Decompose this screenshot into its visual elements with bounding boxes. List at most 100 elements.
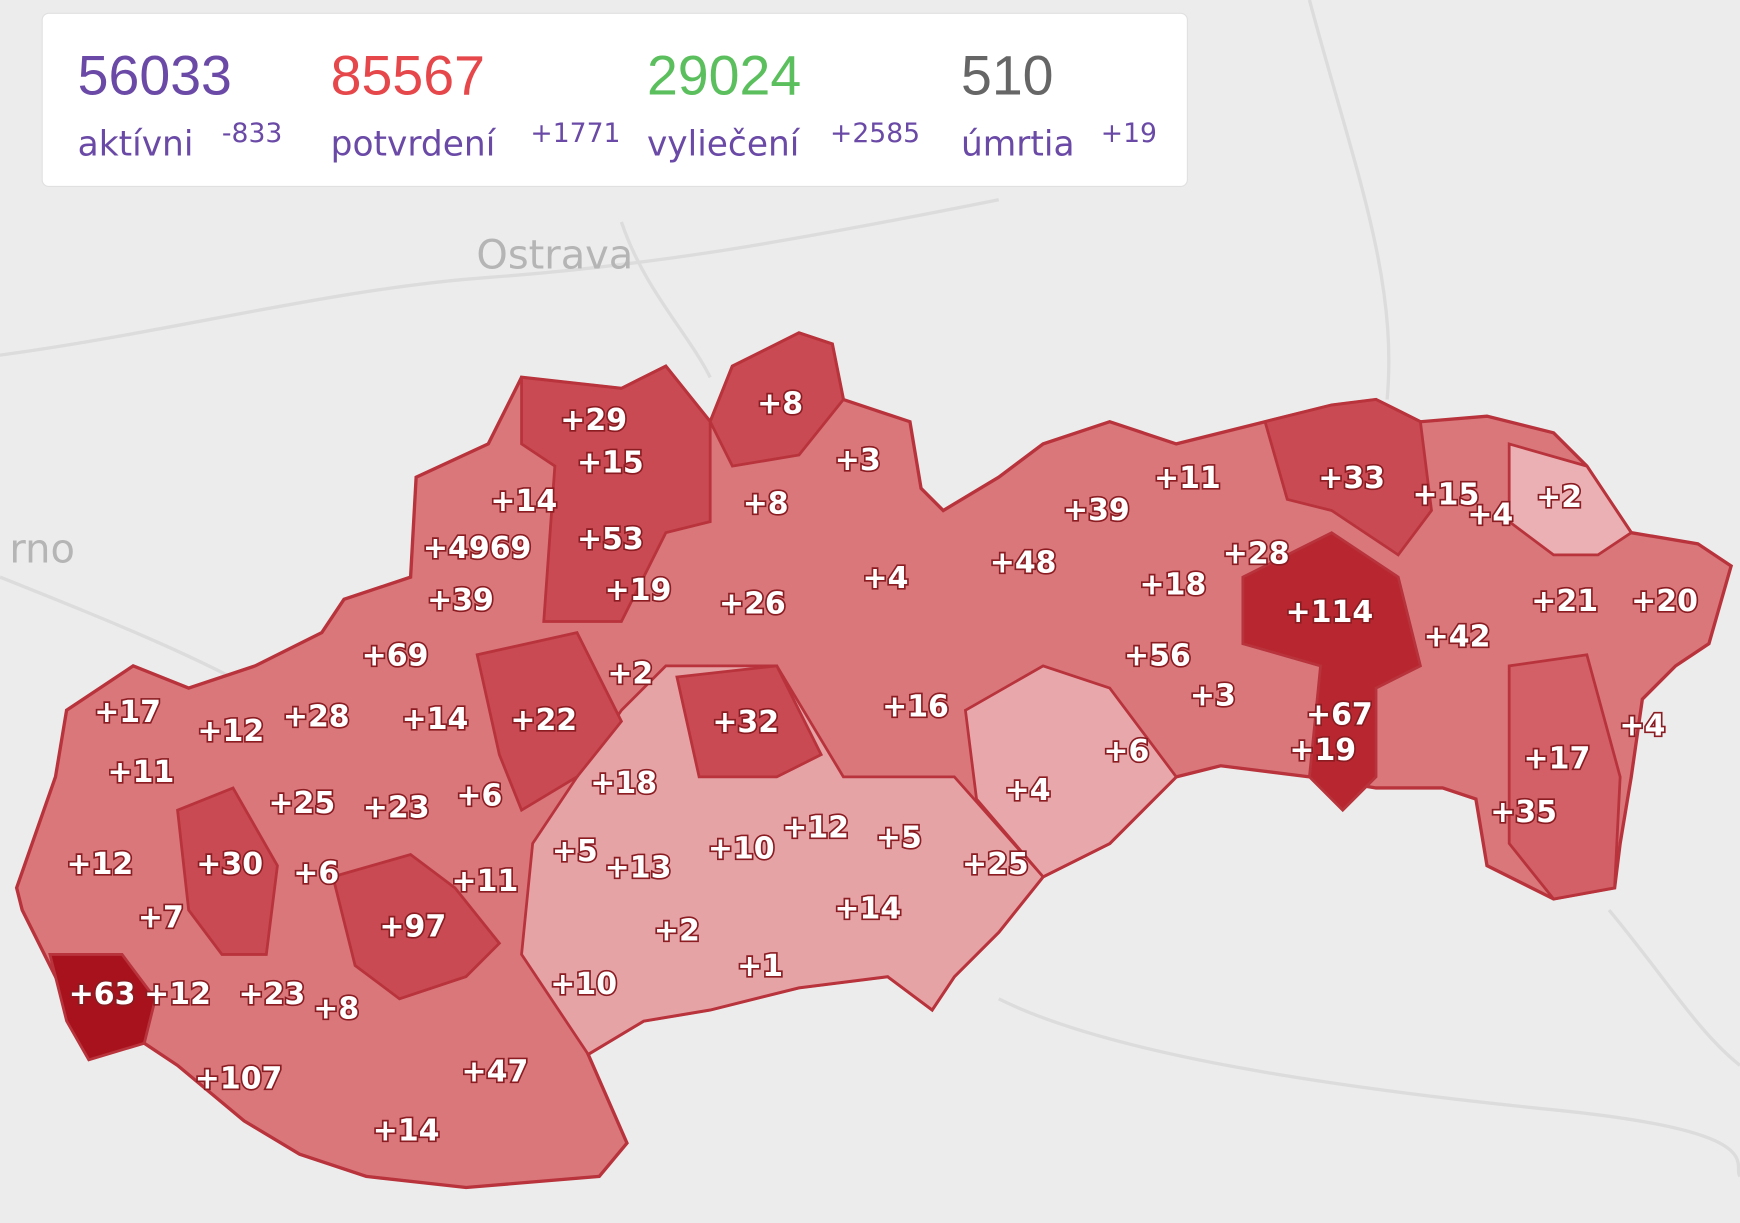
district-label: +12	[66, 847, 133, 882]
district-shape	[1507, 653, 1622, 901]
district-shape	[475, 630, 624, 813]
background-roads	[0, 0, 1740, 1178]
district-shape	[520, 364, 712, 623]
stat-value: 85567	[331, 44, 485, 106]
stat-change: +19	[1101, 118, 1157, 149]
district-label: +8	[757, 387, 803, 422]
district-shape	[675, 664, 824, 779]
district-patches	[48, 331, 1634, 1062]
stat-label: úmrtia	[961, 124, 1075, 164]
district-label: +28	[1223, 536, 1290, 571]
district-label: +6	[456, 778, 502, 813]
district-label: +26	[719, 586, 786, 621]
panel-background	[41, 12, 1188, 188]
district-label: +97	[379, 909, 446, 944]
district-label: +22	[510, 703, 577, 738]
district-label: +53	[577, 522, 644, 557]
stat-value: 56033	[78, 44, 232, 106]
district-shape	[963, 664, 1179, 879]
district-label: +28	[283, 700, 350, 735]
district-label: +2	[654, 914, 700, 949]
district-label: +11	[452, 864, 519, 899]
district-label: +4	[1619, 708, 1665, 743]
district-label: +6	[1103, 734, 1149, 769]
district-label: +8	[743, 486, 789, 521]
district-label: +6	[293, 856, 339, 891]
stat-change: +2585	[830, 118, 920, 149]
district-label: +19	[1289, 733, 1356, 768]
stat-value: 29024	[647, 44, 801, 106]
stat-change: +1771	[530, 118, 620, 149]
district-shape	[176, 786, 279, 956]
district-shape	[48, 953, 157, 1062]
district-label: +15	[1413, 478, 1480, 513]
district-label: +4	[1467, 498, 1513, 533]
stat-label: vyliečení	[647, 124, 801, 164]
district-label: +69	[362, 639, 429, 674]
district-label: +30	[196, 847, 263, 882]
district-label: +2	[607, 656, 653, 691]
district-shape	[1507, 442, 1634, 557]
district-label: +11	[108, 755, 175, 790]
district-label: +107	[195, 1061, 283, 1096]
district-label: +12	[782, 811, 849, 846]
district-label: +5	[552, 834, 598, 869]
district-label: +23	[363, 791, 430, 826]
district-label: +56	[1124, 639, 1191, 674]
district-label: +12	[144, 977, 211, 1012]
stat-change: -833	[222, 118, 282, 149]
district-label: +32	[712, 705, 779, 740]
district-label: +15	[577, 445, 644, 480]
district-label: +3	[1190, 678, 1236, 713]
district-label: +14	[373, 1113, 440, 1148]
district-label: +18	[1140, 567, 1207, 602]
district-label: +14	[490, 484, 557, 519]
stats-panel: 56033 aktívni -833 85567 potvrdení +1771…	[41, 12, 1188, 188]
district-labels: +29 +8+15 +3+14 +8+53+4969+19 +26+4+39+48+39…	[65, 385, 1700, 1150]
place-label: Ostrava	[476, 232, 633, 278]
district-label: +39	[427, 583, 494, 618]
district-label: +4969	[423, 531, 531, 566]
district-label: +33	[1318, 461, 1385, 496]
district-shape	[1241, 531, 1423, 813]
district-label: +20	[1631, 584, 1698, 619]
district-label: +25	[962, 847, 1029, 882]
district-label: +4	[1005, 773, 1051, 808]
district-label: +63	[69, 977, 136, 1012]
district-shape	[331, 853, 502, 1001]
district-label: +18	[590, 766, 657, 801]
district-label: +13	[605, 850, 672, 885]
district-label: +17	[94, 695, 161, 730]
district-label: +1	[737, 949, 783, 984]
district-label: +16	[882, 690, 949, 725]
district-label: +35	[1490, 795, 1557, 830]
district-label: +10	[550, 967, 617, 1002]
district-label: +11	[1154, 461, 1221, 496]
district-shape	[1263, 398, 1433, 557]
district-shape	[520, 664, 1045, 1057]
district-label: +114	[1286, 595, 1374, 630]
district-label: +19	[605, 573, 672, 608]
district-label: +5	[876, 821, 922, 856]
district-label: +7	[138, 900, 184, 935]
district-label: +29	[560, 403, 627, 438]
district-shape	[708, 331, 845, 468]
district-label: +42	[1424, 620, 1491, 655]
district-label: +14	[834, 892, 901, 927]
district-label: +21	[1531, 584, 1598, 619]
district-label: +8	[313, 991, 359, 1026]
district-label: +23	[238, 977, 305, 1012]
district-label: +47	[462, 1055, 529, 1090]
district-label: +17	[1524, 742, 1591, 777]
district-label: +14	[402, 702, 469, 737]
district-label: +39	[1063, 493, 1130, 528]
district-label: +3	[835, 443, 881, 478]
district-label: +4	[863, 561, 909, 596]
district-label: +48	[990, 545, 1057, 580]
district-label: +25	[268, 786, 335, 821]
district-label: +10	[708, 832, 775, 867]
place-label: rno	[9, 527, 74, 573]
district-label: +2	[1536, 480, 1582, 515]
